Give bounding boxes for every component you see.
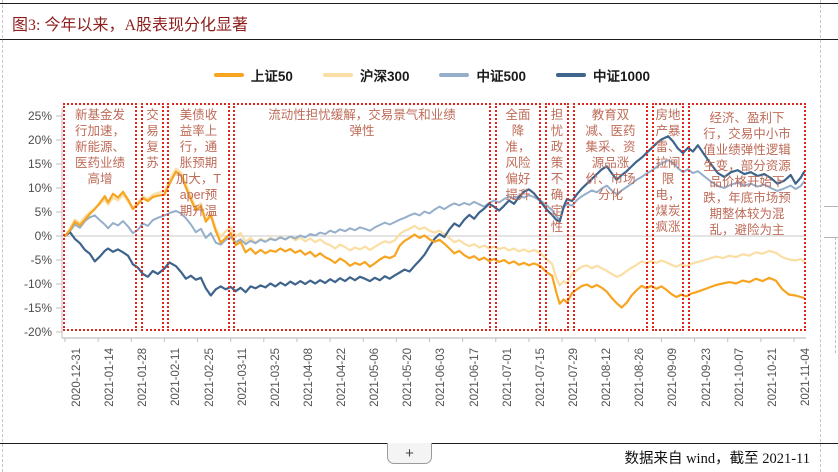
legend-item: 中证1000 [556, 65, 650, 85]
x-tick-label: 2021-10-07 [733, 348, 746, 407]
x-tick-label: 2021-04-08 [302, 348, 315, 407]
y-tick-label: -10% [23, 277, 52, 291]
series-line-沪深300 [63, 167, 806, 287]
legend-item: 沪深300 [322, 65, 410, 85]
y-tick-label: 25% [27, 109, 52, 123]
x-tick-label: 2021-05-06 [369, 348, 382, 407]
x-tick-label: 2020-12-31 [71, 348, 83, 407]
legend-line-swatch [322, 73, 353, 77]
x-tick-label: 2021-02-11 [170, 348, 183, 406]
x-tick-label: 2021-08-12 [601, 348, 614, 407]
x-tick-label: 2021-08-26 [634, 348, 647, 407]
legend-line-swatch [439, 73, 470, 77]
y-tick-label: -15% [23, 301, 52, 315]
x-tick-label: 2021-09-23 [700, 348, 713, 407]
x-tick-label: 2021-09-09 [667, 348, 680, 407]
legend-label: 上证50 [250, 69, 293, 84]
x-tick-label: 2021-10-21 [766, 348, 779, 407]
x-tick-label: 2021-01-28 [137, 348, 150, 407]
y-tick-label: 5% [34, 205, 52, 219]
x-tick-label: 2021-05-20 [402, 348, 415, 407]
y-tick-label: 10% [27, 181, 52, 195]
x-tick-label: 2021-06-03 [435, 348, 448, 407]
legend-label: 中证500 [476, 69, 527, 84]
x-tick-label: 2021-07-15 [534, 348, 547, 407]
adjacent-cell-border [835, 237, 836, 353]
x-tick-label: 2021-07-01 [501, 348, 514, 407]
x-tick-label: 2021-03-25 [269, 348, 282, 407]
title-divider-bottom [0, 39, 838, 40]
y-tick-label: 0% [34, 229, 52, 243]
x-tick-label: 2021-07-29 [568, 348, 581, 407]
y-tick-label: 20% [27, 133, 52, 147]
x-tick-label: 2021-11-04 [799, 348, 812, 406]
x-tick-label: 2021-01-14 [104, 348, 117, 407]
title-divider-top [0, 3, 838, 4]
legend-item: 上证50 [213, 65, 293, 85]
x-tick-label: 2021-04-22 [336, 348, 349, 407]
series-line-中证1000 [63, 135, 806, 297]
adjacent-cell-border [824, 206, 838, 207]
x-tick-label: 2021-03-11 [236, 348, 249, 406]
expand-button[interactable]: + [387, 443, 432, 464]
legend-line-swatch [213, 73, 244, 77]
y-tick-label: 15% [27, 157, 52, 171]
x-tick-label: 2021-06-17 [468, 348, 481, 407]
series-line-中证500 [64, 159, 805, 246]
y-tick-label: -20% [23, 325, 52, 339]
adjacent-cell-border [824, 237, 838, 238]
chart-legend: 上证50 沪深300 中证500 中证1000 [0, 65, 838, 85]
x-tick-label: 2021-02-25 [203, 348, 216, 407]
y-tick-label: -5% [30, 253, 52, 267]
legend-label: 中证1000 [593, 69, 651, 84]
series-line-上证50 [63, 170, 806, 309]
figure-title: 图3: 今年以来，A股表现分化显著 [12, 17, 249, 34]
legend-label: 沪深300 [359, 69, 410, 84]
legend-item: 中证500 [439, 65, 526, 85]
page-border-right [820, 0, 821, 472]
data-source-note: 数据来自 wind，截至 2021-11 [624, 451, 810, 467]
legend-line-swatch [556, 73, 587, 77]
page-border-left [2, 0, 3, 472]
